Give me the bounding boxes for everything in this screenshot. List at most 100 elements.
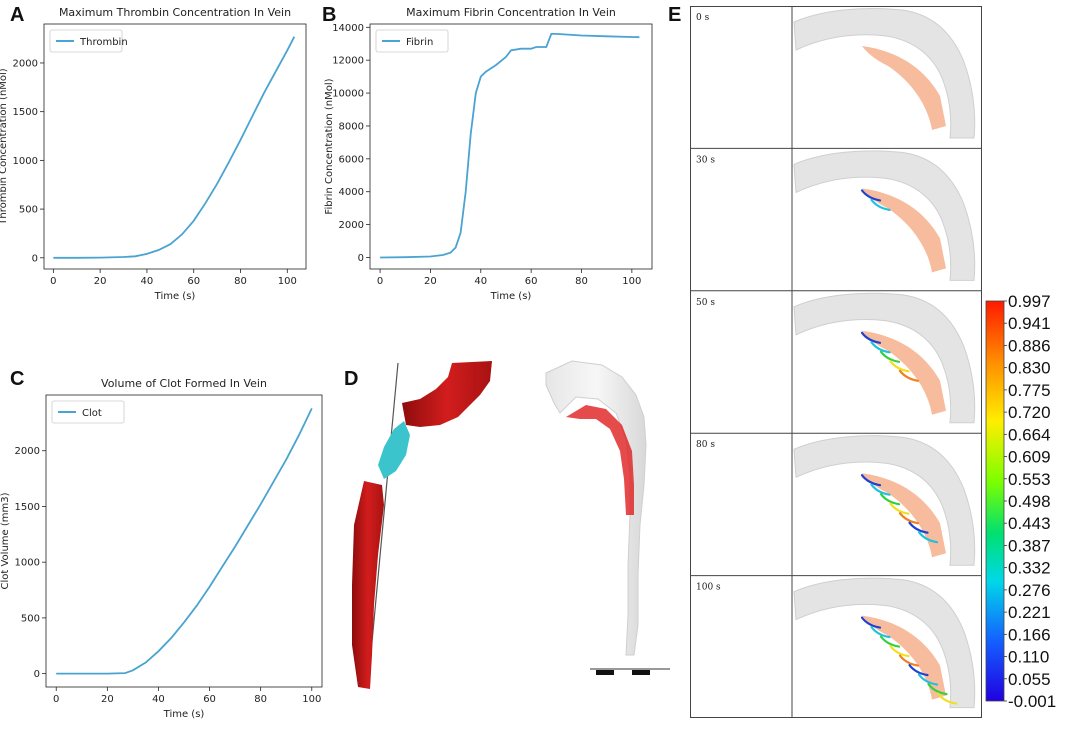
vein-shape: [793, 8, 976, 139]
x-tick-label: 0: [377, 276, 383, 287]
snapshot-time-label: 80 s: [696, 440, 715, 450]
panel-label-c: C: [10, 368, 25, 390]
panel-label-a: A: [10, 4, 25, 26]
y-tick-label: 1500: [15, 502, 40, 513]
fibrin-strand: [879, 350, 901, 363]
colorbar-tick-label: 0.609: [1008, 448, 1051, 467]
colorbar-tick-label: 0.775: [1008, 381, 1051, 400]
clot-volume-chart: Volume of Clot Formed In Vein 0 20 40 60 80 10…: [0, 377, 323, 720]
fibrin-strand: [889, 644, 910, 658]
colorbar-gradient: [985, 300, 1005, 702]
fibrin-strand: [860, 616, 882, 629]
y-tick-label: 0: [358, 253, 364, 264]
colorbar-tick-label: 0.886: [1008, 336, 1051, 355]
colorbar-tick-label: -0.001: [1008, 692, 1056, 711]
clot-tissue: [862, 46, 946, 130]
fibrin-chart: Maximum Fibrin Concentration In Vein 0 20 4…: [324, 6, 653, 302]
series-line-fibrin: [380, 33, 640, 259]
fibrin-strand: [898, 512, 920, 525]
y-tick-label: 1000: [13, 156, 38, 167]
vein-shape: [793, 577, 976, 709]
x-tick-label: 40: [152, 694, 165, 705]
chart-title: Volume of Clot Formed In Vein: [101, 377, 267, 390]
x-tick-label: 100: [622, 276, 641, 287]
legend-box: [49, 29, 123, 53]
x-tick-label: 80: [575, 276, 588, 287]
fibrin-strand: [908, 521, 929, 534]
plot-frame: [45, 394, 323, 688]
x-axis-label: Time (s): [163, 709, 205, 720]
y-axis-label: Fibrin Concentration (nMol): [324, 78, 335, 214]
colorbar-tick-label: 0.443: [1008, 514, 1051, 533]
scale-bar: [590, 668, 670, 675]
x-tick-label: 20: [94, 276, 107, 287]
x-tick-label: 20: [424, 276, 437, 287]
snapshot-time-label: 50 s: [696, 298, 715, 308]
fibrin-strand: [870, 625, 891, 639]
chart-title: Maximum Thrombin Concentration In Vein: [59, 6, 291, 19]
x-axis-label: Time (s): [490, 291, 532, 302]
y-tick-label: 2000: [339, 220, 364, 231]
vein-clot-region: [566, 405, 634, 515]
legend-box: [51, 400, 125, 424]
x-tick-label: 20: [101, 694, 114, 705]
y-tick-label: 1500: [13, 107, 38, 118]
x-axis-label: Time (s): [154, 291, 196, 302]
colorbar-tick-label: 0.553: [1008, 470, 1051, 489]
vein-snapshot: [793, 8, 976, 139]
y-tick-label: 2000: [13, 58, 38, 69]
colorbar-tick-label: 0.055: [1008, 670, 1051, 689]
fibrin-strand: [870, 483, 891, 496]
y-axis-label: Clot Volume (mm3): [0, 492, 11, 589]
y-tick-label: 0: [34, 669, 40, 680]
plot-frame: [369, 23, 653, 270]
snapshot-grid: 0 s 30 s 50 s 80 s 100 s: [690, 6, 982, 718]
legend-label: Fibrin: [406, 37, 433, 48]
fibrin-strand: [879, 635, 901, 648]
x-tick-label: 40: [474, 276, 487, 287]
y-axis-label: Thrombin Concentration (nMol): [0, 68, 9, 226]
x-tick-label: 60: [525, 276, 538, 287]
clot-lower-segment: [352, 481, 384, 689]
y-tick-label: 0: [32, 253, 38, 264]
legend-label: Thrombin: [79, 37, 128, 48]
y-tick-label: 500: [19, 205, 38, 216]
vein-model: [545, 360, 647, 656]
fibrin-strand: [889, 360, 910, 373]
snapshot-panel: [690, 6, 982, 718]
series-line-clot: [56, 408, 313, 675]
fibrin-strand: [908, 663, 929, 677]
colorbar-tick-label: 0.387: [1008, 536, 1051, 555]
fibrin-strand: [870, 341, 891, 354]
vein-shape: [793, 150, 976, 281]
colorbar-tick-label: 0.498: [1008, 492, 1051, 511]
y-tick-label: 14000: [332, 23, 364, 34]
y-tick-label: 12000: [332, 56, 364, 67]
x-tick-label: 100: [278, 276, 297, 287]
colorbar-tick-label: 0.332: [1008, 559, 1051, 578]
colorbar-tick-label: 0.830: [1008, 359, 1051, 378]
clot-3d-reconstruction: [352, 360, 670, 689]
chart-title: Maximum Fibrin Concentration In Vein: [406, 6, 616, 19]
vein-shape: [793, 292, 976, 424]
panel-label-b: B: [322, 4, 337, 26]
clot-cyan-segment: [378, 421, 410, 479]
fibrin-strand: [936, 692, 958, 705]
fibrin-strand: [917, 673, 939, 686]
vein-snapshot: [793, 577, 976, 709]
colorbar-tick-label: 0.221: [1008, 603, 1051, 622]
fibrin-strand: [898, 654, 920, 667]
colorbar-tick-label: 0.997: [1008, 292, 1051, 311]
snapshot-time-label: 100 s: [696, 583, 721, 593]
colorbar-tick-label: 0.664: [1008, 425, 1051, 444]
snapshot-time-label: 30 s: [696, 155, 715, 165]
panel-label-d: D: [344, 368, 359, 390]
colorbar-tick-label: 0.941: [1008, 314, 1051, 333]
y-tick-label: 2000: [15, 446, 40, 457]
fibrin-strand: [898, 369, 920, 382]
y-tick-label: 1000: [15, 558, 40, 569]
colorbar-tick-label: 0.110: [1008, 648, 1049, 667]
y-tick-label: 10000: [332, 89, 364, 100]
x-tick-label: 60: [187, 276, 200, 287]
snapshot-time-label: 0 s: [696, 13, 710, 23]
